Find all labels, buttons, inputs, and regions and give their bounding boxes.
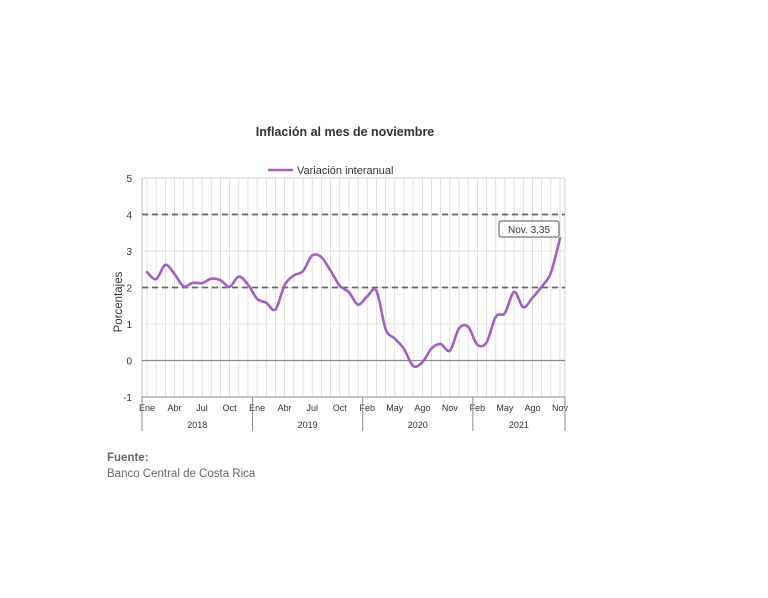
- x-year-label: 2020: [408, 420, 428, 430]
- x-year-label: 2018: [187, 420, 207, 430]
- annotation-box: [498, 220, 560, 238]
- y-tick-labels: -1 0 1 2 3 4 5: [123, 174, 132, 404]
- series-layer: [145, 236, 562, 369]
- series-line-variacion-interanual: [145, 236, 562, 369]
- y-tick-label: 3: [126, 247, 132, 258]
- legend: Variación interanual: [268, 165, 393, 177]
- x-month-label: Nov: [552, 403, 569, 413]
- legend-label: Variación interanual: [297, 165, 393, 177]
- y-tick-label: 5: [126, 174, 132, 185]
- reference-lines: [142, 213, 565, 289]
- source-text: Banco Central de Costa Rica: [107, 468, 256, 480]
- x-month-label: Ago: [414, 403, 430, 413]
- source-note: Fuente: Banco Central de Costa Rica: [107, 452, 255, 480]
- x-year-label: 2021: [509, 420, 529, 430]
- y-tick-label: -1: [123, 393, 132, 404]
- x-tick-labels: Ene Abr Jul Oct Ene Abr Jul Oct Feb May Ago Nov Feb M…: [139, 397, 569, 431]
- x-month-label: Ago: [524, 403, 540, 413]
- x-month-label: Abr: [278, 403, 292, 413]
- x-month-label: May: [386, 403, 404, 413]
- x-month-label: Oct: [333, 403, 348, 413]
- x-month-label: Feb: [360, 403, 376, 413]
- y-tick-label: 2: [126, 284, 132, 295]
- x-month-label: Ene: [249, 403, 265, 413]
- annotation: Nov. 3,35: [498, 220, 560, 238]
- x-month-label: May: [496, 403, 514, 413]
- x-month-label: Nov: [442, 403, 459, 413]
- y-axis-label: Porcentajes: [113, 271, 125, 332]
- y-tick-label: 4: [126, 211, 132, 222]
- annotation-text: Nov. 3,35: [508, 225, 550, 236]
- x-month-label: Feb: [470, 403, 486, 413]
- x-month-label: Jul: [196, 403, 208, 413]
- y-tick-label: 1: [126, 320, 132, 331]
- source-label: Fuente:: [107, 452, 149, 464]
- x-year-label: 2019: [298, 420, 318, 430]
- chart-title: Inflación al mes de noviembre: [256, 125, 435, 139]
- y-tick-label: 0: [126, 357, 132, 368]
- x-month-label: Jul: [306, 403, 318, 413]
- x-month-label: Oct: [223, 403, 238, 413]
- x-month-label: Ene: [139, 403, 155, 413]
- x-month-label: Abr: [168, 403, 182, 413]
